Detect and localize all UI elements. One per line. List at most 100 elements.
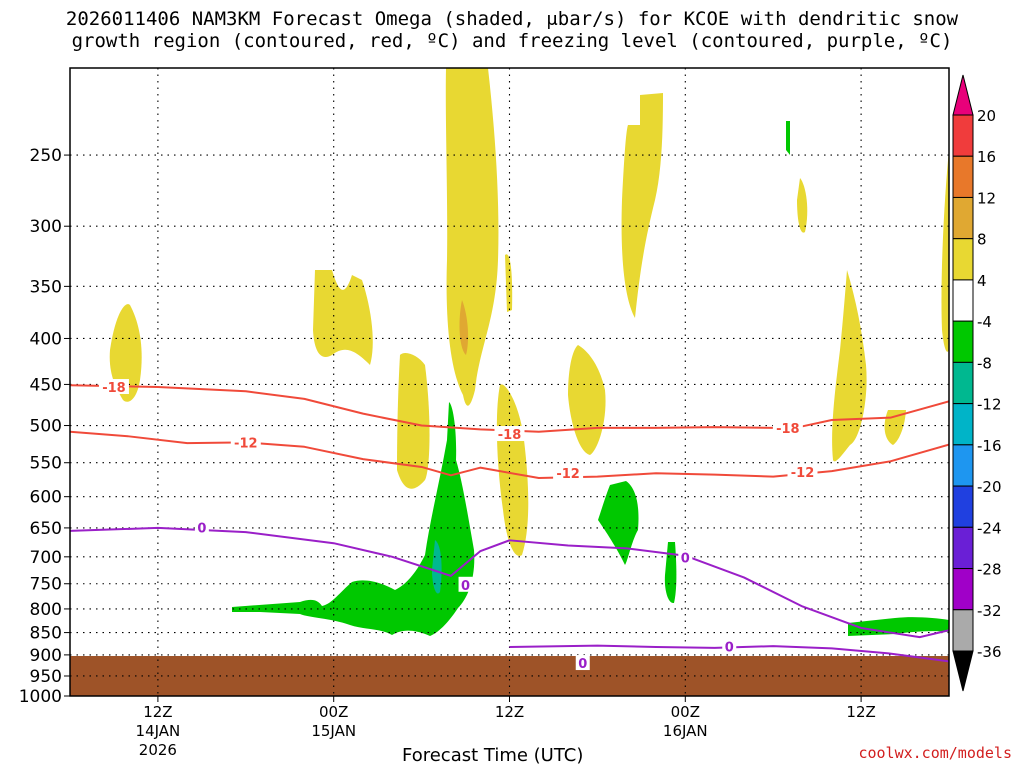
y-tick-label: 450 [30, 375, 62, 395]
y-tick-label: 500 [30, 417, 62, 437]
omega-negative-region [598, 481, 639, 565]
x-axis-title: Forecast Time (UTC) [402, 745, 584, 766]
x-tick-label: 00Z [671, 703, 700, 721]
x-tick-label: 14JAN [136, 722, 181, 740]
omega-positive-region [884, 410, 906, 445]
colorbar-swatch [952, 609, 974, 652]
x-tick-label: 2026 [139, 741, 177, 759]
colorbar: 20 16 12 8 4 -4 -8 -12 -16 -20 -24 -28 -32 -36 [952, 74, 1002, 692]
contour-label: -12 [556, 467, 580, 482]
x-tick-label: 12Z [846, 703, 875, 721]
colorbar-swatch [952, 403, 974, 446]
omega-positive-region [109, 304, 142, 402]
contour-label: 0 [461, 579, 470, 594]
y-tick-label: 250 [30, 146, 62, 166]
colorbar-swatch [952, 568, 974, 611]
y-axis: 2503003504004505005506006507007508008509… [19, 146, 70, 707]
contour-label-bg [787, 463, 818, 479]
contour-label-bg [772, 419, 803, 435]
colorbar-swatch [952, 361, 974, 405]
x-tick-label: 12Z [495, 703, 524, 721]
contour-label-bg [678, 549, 693, 565]
omega-positive-region [459, 300, 469, 355]
omega-shading [109, 68, 949, 636]
contour-label-bg [458, 576, 473, 592]
omega-positive-region [941, 150, 949, 352]
y-tick-label: 700 [30, 548, 62, 568]
colorbar-label: -24 [977, 519, 1002, 537]
y-tick-label: 550 [30, 454, 62, 474]
y-tick-label: 600 [30, 488, 62, 508]
y-tick-label: 1000 [19, 687, 62, 707]
omega-positive-region [797, 178, 808, 233]
colorbar-swatch [952, 238, 974, 281]
colorbar-swatch [952, 155, 974, 198]
colorbar-label: -16 [977, 437, 1002, 455]
contour-label: 0 [725, 641, 734, 656]
colorbar-swatch [952, 444, 974, 487]
omega-negative-region [432, 540, 442, 594]
omega-positive-region [496, 384, 529, 556]
x-tick-label: 16JAN [663, 722, 708, 740]
colorbar-label: -20 [977, 478, 1002, 496]
x-tick-label: 12Z [143, 703, 172, 721]
contours: -18 -18 -18 -12 -12 -12 0 0 0 0 0 [70, 379, 949, 672]
contour-label-bg [230, 434, 261, 450]
omega-positive-region [313, 270, 373, 365]
colorbar-swatch [952, 526, 974, 570]
y-tick-label: 650 [30, 519, 62, 539]
omega-positive-region [397, 353, 430, 489]
x-tick-label: 00Z [319, 703, 348, 721]
y-tick-label: 800 [30, 600, 62, 620]
chart-title-line-1: 2026011406 NAM3KM Forecast Omega (shaded… [65, 8, 959, 30]
colorbar-label: 4 [977, 272, 987, 290]
credit-text: coolwx.com/models [858, 744, 1012, 762]
y-tick-label: 950 [30, 667, 62, 687]
colorbar-label: 12 [977, 189, 996, 207]
colorbar-swatch [952, 114, 974, 157]
colorbar-swatch [952, 485, 974, 528]
contour-purple_0_upper [70, 526, 949, 639]
colorbar-swatch [952, 196, 974, 240]
omega-positive-region [621, 93, 663, 318]
colorbar-swatch [952, 279, 974, 322]
omega-negative-region [232, 402, 475, 636]
omega-positive-region [832, 270, 867, 462]
contour-label: -18 [498, 428, 522, 443]
contour-label: 0 [578, 657, 587, 672]
omega-positive-region [445, 68, 499, 406]
contour-label-bg [494, 426, 525, 442]
contour-purple_0_lower [509, 644, 949, 663]
grid [70, 68, 949, 697]
colorbar-label: 16 [977, 148, 996, 166]
y-tick-label: 350 [30, 277, 62, 297]
omega-negative-region [786, 121, 790, 155]
colorbar-label: 8 [977, 231, 987, 249]
contour-label: 0 [197, 521, 206, 536]
y-tick-label: 300 [30, 217, 62, 237]
contour-label-bg [194, 519, 209, 535]
colorbar-top-arrow [952, 74, 974, 116]
omega-positive-region [568, 345, 606, 455]
x-tick-label: 15JAN [311, 722, 356, 740]
colorbar-label: -28 [977, 561, 1002, 579]
contour-label-bg [98, 379, 129, 395]
ground-shading [70, 656, 949, 696]
colorbar-label: -8 [977, 354, 992, 372]
y-tick-label: 850 [30, 624, 62, 644]
omega-negative-region [664, 542, 677, 604]
colorbar-label: 20 [977, 107, 996, 125]
colorbar-label: -4 [977, 313, 992, 331]
chart-title-line-2: growth region (contoured, red, ºC) and f… [71, 30, 953, 52]
contour-label: -18 [102, 381, 126, 396]
y-tick-label: 750 [30, 575, 62, 595]
contour-label: 0 [681, 551, 690, 566]
colorbar-label: -36 [977, 643, 1002, 661]
omega-negative-region [848, 617, 949, 636]
contour-label-bg [575, 655, 590, 671]
y-tick-label: 900 [30, 646, 62, 666]
omega-positive-region [505, 254, 513, 312]
contour-red_minus18 [70, 384, 949, 433]
contour-label: -18 [776, 422, 800, 437]
